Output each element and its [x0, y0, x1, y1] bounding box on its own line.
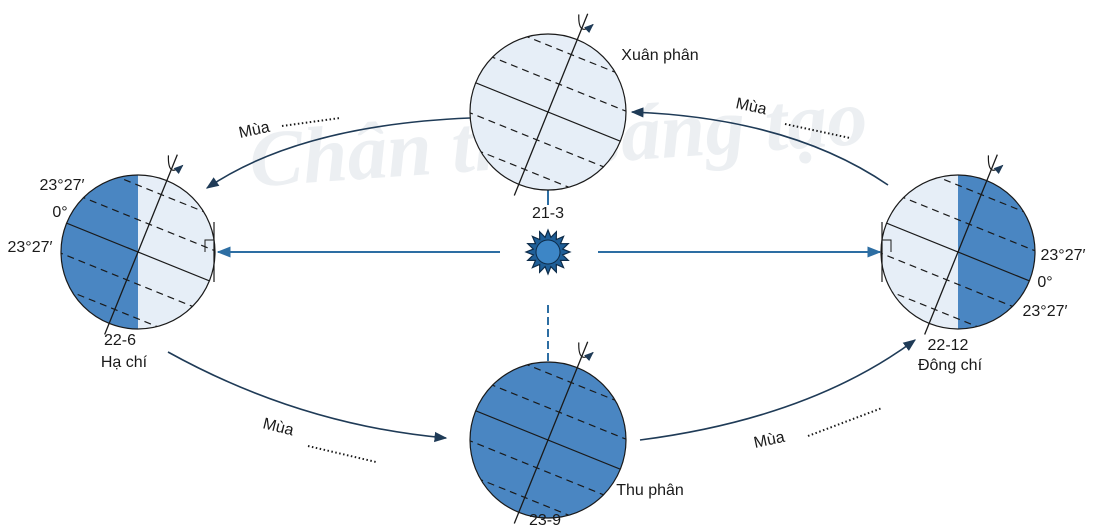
rotation-arrow	[167, 155, 184, 175]
sun-core	[535, 239, 561, 265]
rotation-arrow	[578, 14, 594, 34]
orbit-arrow	[205, 117, 471, 189]
axis-line	[924, 154, 998, 335]
axis-line	[513, 341, 589, 524]
axis-line	[513, 13, 589, 196]
season: Mùa	[752, 429, 786, 452]
globe	[469, 13, 627, 196]
label: Xuân phân	[621, 47, 698, 64]
blank	[307, 445, 377, 463]
axis	[513, 13, 594, 196]
season: Mùa	[261, 415, 295, 439]
latitude: 23°27′	[8, 239, 53, 256]
right-angle	[204, 239, 214, 252]
globe-outline	[60, 174, 216, 330]
date: 21-3	[532, 205, 564, 222]
blank	[281, 117, 341, 127]
night-side	[61, 175, 138, 329]
globe-outline	[880, 174, 1036, 330]
globe	[60, 154, 216, 335]
blank	[807, 407, 883, 437]
date: 23-9	[529, 512, 561, 529]
orbit-arrows	[167, 107, 917, 443]
globe-outline	[469, 33, 627, 191]
orbit-arrow	[639, 339, 917, 441]
label: Thu phân	[616, 482, 684, 499]
latitude: 0°	[1037, 274, 1052, 291]
latitude: 23°27′	[1023, 303, 1068, 320]
globe-outline	[469, 361, 627, 519]
axis	[924, 154, 1004, 335]
globe	[469, 341, 627, 524]
blank	[784, 123, 851, 139]
right-angle	[882, 239, 892, 252]
latitude: 23°27′	[40, 177, 85, 194]
label: Đông chí	[918, 357, 983, 374]
orbit-arrow	[630, 107, 889, 186]
orbit-arrow	[167, 351, 448, 443]
rotation-arrow	[578, 342, 594, 362]
globe	[880, 154, 1036, 335]
season-labels: Mùa Mùa Mùa Mùa	[237, 95, 883, 463]
axis-line	[104, 154, 178, 335]
label: Hạ chí	[101, 354, 148, 371]
globes	[60, 13, 1036, 524]
season: Mùa	[734, 95, 768, 118]
date: 22-6	[104, 332, 136, 349]
season: Mùa	[237, 119, 271, 142]
axis	[513, 341, 594, 524]
axis	[104, 154, 184, 335]
latitude: 0°	[52, 204, 67, 221]
date: 22-12	[928, 337, 969, 354]
rotation-arrow	[987, 155, 1004, 175]
latitude: 23°27′	[1041, 247, 1086, 264]
